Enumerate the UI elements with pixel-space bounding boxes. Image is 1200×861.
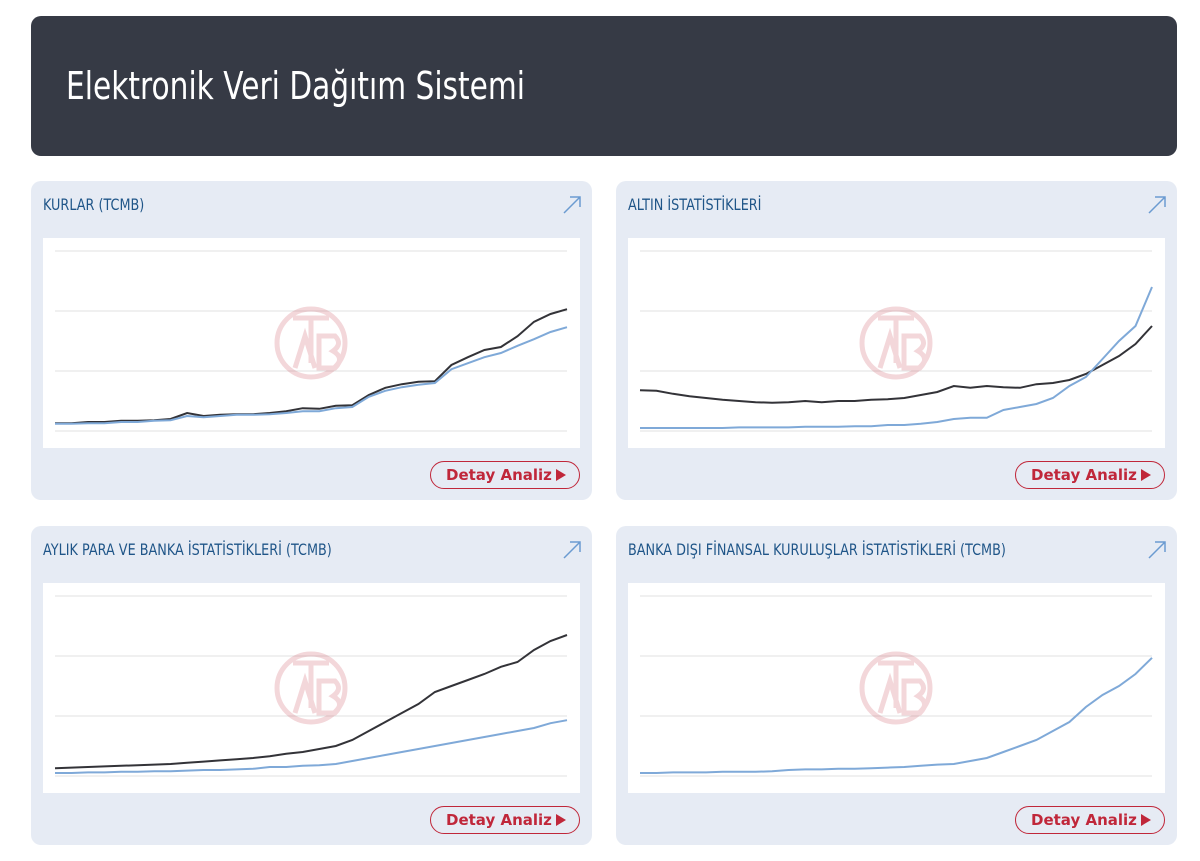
series-line bbox=[639, 325, 1153, 404]
watermark bbox=[274, 651, 348, 725]
panel-title: AYLIK PARA VE BANKA İSTATİSTİKLERİ (TCMB… bbox=[43, 540, 332, 559]
button-label: Detay Analiz bbox=[446, 811, 552, 829]
detail-button[interactable]: Detay Analiz bbox=[1015, 806, 1165, 834]
detail-button[interactable]: Detay Analiz bbox=[1015, 461, 1165, 489]
header: Elektronik Veri Dağıtım Sistemi bbox=[31, 16, 1177, 156]
button-icon bbox=[1141, 469, 1151, 481]
series-line bbox=[54, 634, 568, 770]
series-line bbox=[55, 719, 568, 774]
button-icon bbox=[556, 469, 566, 481]
watermark bbox=[859, 306, 933, 380]
play-triangle bbox=[1141, 814, 1151, 826]
panel-title: ALTIN İSTATİSTİKLERİ bbox=[628, 195, 762, 214]
button-icon bbox=[1141, 814, 1151, 826]
expand-icon[interactable] bbox=[1147, 540, 1167, 560]
series-line bbox=[640, 286, 1153, 429]
chart bbox=[628, 583, 1165, 793]
panel-title: KURLAR (TCMB) bbox=[43, 195, 145, 214]
watermark-mark bbox=[877, 315, 927, 371]
expand-arrow bbox=[1148, 541, 1166, 559]
panel: ALTIN İSTATİSTİKLERİ Detay Analiz bbox=[616, 181, 1177, 500]
watermark-ring bbox=[274, 651, 348, 725]
play-triangle bbox=[1141, 469, 1151, 481]
watermark-ring bbox=[859, 651, 933, 725]
expand-icon[interactable] bbox=[562, 540, 582, 560]
watermark bbox=[859, 651, 933, 725]
panel: BANKA DIŞI FİNANSAL KURULUŞLAR İSTATİSTİ… bbox=[616, 526, 1177, 845]
expand-icon[interactable] bbox=[1147, 195, 1167, 215]
detail-button[interactable]: Detay Analiz bbox=[430, 461, 580, 489]
watermark bbox=[274, 306, 348, 380]
expand-arrow bbox=[563, 541, 581, 559]
expand-icon[interactable] bbox=[562, 195, 582, 215]
button-label: Detay Analiz bbox=[1031, 466, 1137, 484]
watermark-ring bbox=[859, 306, 933, 380]
button-label: Detay Analiz bbox=[446, 466, 552, 484]
expand-arrow bbox=[563, 196, 581, 214]
button-icon bbox=[556, 814, 566, 826]
watermark-ring bbox=[274, 306, 348, 380]
play-triangle bbox=[556, 814, 566, 826]
watermark-mark bbox=[292, 315, 342, 371]
series-line bbox=[55, 326, 568, 425]
watermark-mark bbox=[292, 660, 342, 716]
panel: KURLAR (TCMB) Detay Analiz bbox=[31, 181, 592, 500]
header-title: Elektronik Veri Dağıtım Sistemi bbox=[66, 64, 525, 108]
panel-title: BANKA DIŞI FİNANSAL KURULUŞLAR İSTATİSTİ… bbox=[628, 540, 1006, 559]
watermark-mark bbox=[877, 660, 927, 716]
panel: AYLIK PARA VE BANKA İSTATİSTİKLERİ (TCMB… bbox=[31, 526, 592, 845]
play-triangle bbox=[556, 469, 566, 481]
detail-button[interactable]: Detay Analiz bbox=[430, 806, 580, 834]
series-line bbox=[640, 657, 1153, 774]
expand-arrow bbox=[1148, 196, 1166, 214]
chart bbox=[628, 238, 1165, 448]
chart bbox=[43, 583, 580, 793]
chart bbox=[43, 238, 580, 448]
button-label: Detay Analiz bbox=[1031, 811, 1137, 829]
series-line bbox=[55, 308, 568, 425]
